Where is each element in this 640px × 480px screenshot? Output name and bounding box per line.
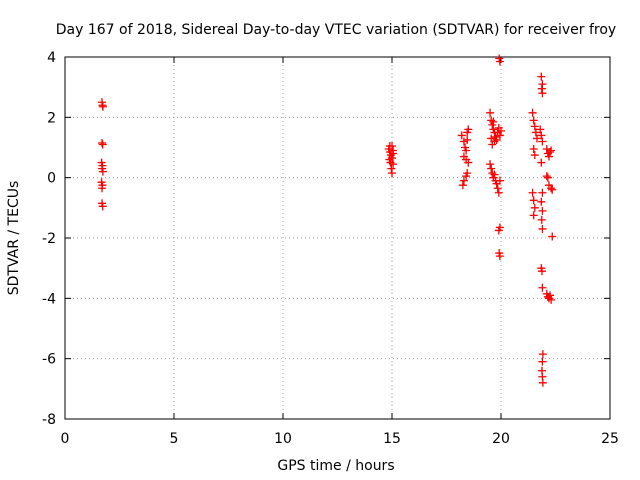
data-point — [98, 184, 107, 193]
data-point — [388, 169, 396, 178]
y-tick-label: 0 — [47, 171, 56, 187]
data-point — [459, 176, 468, 185]
y-tick-label: 4 — [47, 50, 56, 66]
data-point — [538, 224, 547, 233]
data-point — [463, 128, 472, 137]
data-point — [538, 378, 547, 387]
data-point — [463, 135, 472, 144]
data-point — [538, 357, 547, 366]
chart-title: Day 167 of 2018, Sidereal Day-to-day VTE… — [56, 22, 616, 38]
data-point — [490, 170, 499, 179]
data-point — [537, 197, 546, 206]
data-point — [490, 137, 499, 146]
data-point — [542, 172, 551, 181]
data-point — [546, 291, 555, 300]
data-point — [538, 188, 547, 197]
y-tick-label: -6 — [42, 352, 56, 368]
data-point — [538, 206, 547, 215]
data-point — [537, 215, 546, 224]
data-point — [494, 188, 503, 197]
data-point — [493, 184, 502, 193]
data-point — [537, 158, 546, 167]
x-tick-labels: 0 5 10 15 20 25 — [61, 431, 619, 447]
data-point — [538, 137, 547, 146]
data-point — [98, 140, 107, 149]
data-point — [462, 146, 471, 155]
y-tick-label: -8 — [42, 412, 56, 428]
data-point — [489, 117, 498, 126]
axis-ticks — [64, 56, 611, 420]
data-point — [547, 184, 556, 193]
data-point — [494, 226, 503, 235]
data-point — [530, 203, 539, 212]
data-point — [537, 72, 546, 81]
data-point — [462, 172, 471, 181]
data-point — [387, 164, 396, 173]
y-axis-label: SDTVAR / TECUs — [6, 181, 22, 296]
data-point — [538, 283, 547, 292]
data-point — [486, 108, 495, 117]
data-point — [538, 89, 547, 98]
data-point — [538, 350, 547, 359]
data-point — [495, 176, 504, 185]
data-point — [389, 149, 398, 158]
data-point — [389, 160, 398, 169]
data-point — [98, 102, 107, 111]
data-point — [531, 128, 540, 137]
data-point — [385, 141, 394, 150]
data-point — [529, 211, 538, 220]
data-point — [486, 160, 495, 169]
data-point — [529, 145, 538, 154]
data-point — [537, 131, 546, 140]
grid — [65, 57, 610, 419]
data-point — [457, 131, 466, 140]
x-axis-label: GPS time / hours — [277, 458, 394, 474]
data-point — [528, 188, 537, 197]
y-tick-label: 2 — [47, 110, 56, 126]
y-tick-label: -4 — [42, 291, 56, 307]
data-point — [495, 131, 504, 140]
data-point — [388, 154, 396, 163]
data-point — [529, 116, 538, 125]
x-tick-label: 10 — [274, 431, 292, 447]
x-tick-label: 20 — [492, 431, 510, 447]
data-point — [537, 84, 546, 93]
data-point — [532, 134, 541, 143]
y-tick-labels: -8 -6 -4 -2 0 2 4 — [42, 50, 56, 428]
data-point — [497, 126, 505, 135]
x-tick-label: 25 — [601, 431, 619, 447]
data-point — [547, 146, 556, 155]
data-point — [536, 125, 545, 134]
data-point — [495, 252, 504, 261]
data-point — [98, 167, 107, 176]
data-point — [548, 232, 557, 241]
x-tick-label: 0 — [61, 431, 70, 447]
data-point — [548, 185, 557, 194]
data-point — [547, 295, 556, 304]
data-point — [458, 181, 467, 190]
data-point — [98, 138, 107, 147]
data-point — [543, 173, 552, 182]
data-point — [529, 196, 538, 205]
data-point — [538, 80, 547, 89]
data-point — [537, 267, 546, 276]
data-point — [544, 152, 553, 161]
data-point — [495, 57, 504, 66]
data-point — [530, 122, 539, 131]
data-point — [487, 164, 496, 173]
data-point — [464, 158, 473, 167]
data-points — [97, 54, 557, 387]
data-point — [546, 148, 555, 157]
data-point — [528, 108, 537, 117]
x-tick-label: 15 — [383, 431, 401, 447]
x-tick-label: 5 — [170, 431, 179, 447]
data-point — [98, 202, 107, 211]
data-point — [530, 151, 539, 160]
y-tick-label: -2 — [42, 231, 56, 247]
